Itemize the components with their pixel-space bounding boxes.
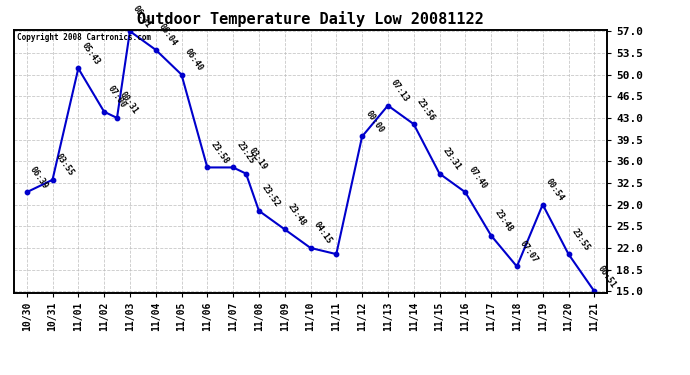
- Text: Copyright 2008 Cartronics.com: Copyright 2008 Cartronics.com: [17, 33, 151, 42]
- Text: 06:31: 06:31: [131, 4, 153, 29]
- Point: [382, 102, 393, 108]
- Point: [99, 109, 110, 115]
- Point: [331, 251, 342, 257]
- Text: 23:55: 23:55: [570, 226, 591, 252]
- Text: 23:25: 23:25: [235, 140, 256, 166]
- Text: 06:39: 06:39: [28, 165, 50, 190]
- Text: 00:54: 00:54: [544, 177, 566, 203]
- Text: 04:15: 04:15: [312, 220, 333, 246]
- Title: Outdoor Temperature Daily Low 20081122: Outdoor Temperature Daily Low 20081122: [137, 12, 484, 27]
- Point: [357, 134, 368, 140]
- Point: [176, 72, 187, 78]
- Point: [279, 226, 290, 232]
- Point: [21, 189, 32, 195]
- Text: 06:51: 06:51: [595, 264, 618, 290]
- Text: 07:00: 07:00: [106, 84, 127, 110]
- Point: [511, 264, 522, 270]
- Point: [563, 251, 574, 257]
- Point: [72, 65, 83, 71]
- Text: 05:43: 05:43: [79, 41, 101, 66]
- Point: [241, 171, 252, 177]
- Point: [538, 202, 549, 208]
- Text: 23:48: 23:48: [286, 202, 308, 228]
- Point: [150, 47, 161, 53]
- Text: 07:13: 07:13: [389, 78, 411, 104]
- Point: [589, 288, 600, 294]
- Point: [228, 165, 239, 171]
- Text: 23:31: 23:31: [441, 146, 462, 172]
- Point: [408, 121, 420, 127]
- Text: 00:31: 00:31: [118, 90, 140, 116]
- Text: 06:04: 06:04: [157, 22, 179, 48]
- Text: 03:19: 03:19: [247, 146, 269, 172]
- Text: 23:52: 23:52: [260, 183, 282, 209]
- Point: [434, 171, 445, 177]
- Point: [112, 115, 123, 121]
- Text: 23:56: 23:56: [415, 97, 437, 122]
- Text: 23:58: 23:58: [208, 140, 230, 166]
- Point: [201, 165, 213, 171]
- Point: [253, 208, 264, 214]
- Point: [47, 177, 58, 183]
- Point: [486, 232, 497, 238]
- Point: [460, 189, 471, 195]
- Text: 07:40: 07:40: [466, 165, 489, 190]
- Text: 23:48: 23:48: [493, 208, 514, 234]
- Point: [124, 28, 135, 34]
- Text: 03:55: 03:55: [54, 152, 75, 178]
- Text: 06:40: 06:40: [183, 47, 204, 73]
- Text: 00:00: 00:00: [364, 109, 385, 135]
- Point: [305, 245, 316, 251]
- Text: 07:07: 07:07: [518, 239, 540, 265]
